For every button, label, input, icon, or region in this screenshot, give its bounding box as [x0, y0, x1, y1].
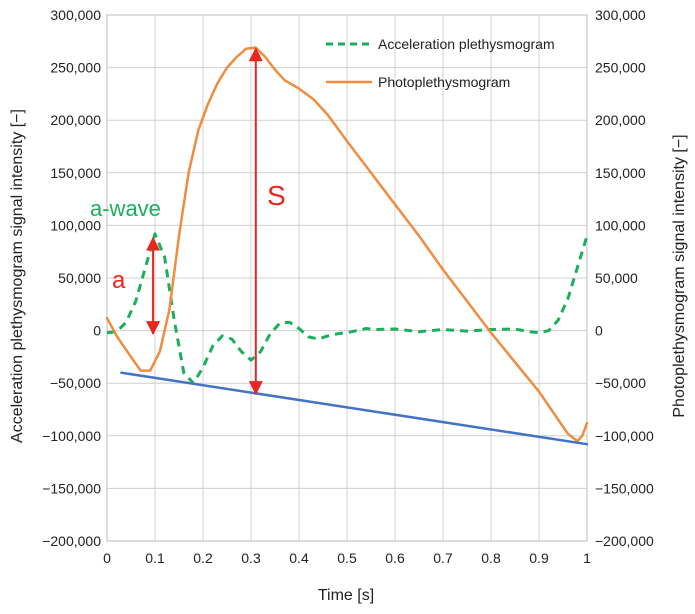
right-y-tick-label: 200,000: [595, 112, 646, 128]
left-y-tick-label: −200,000: [42, 533, 101, 549]
series-layer: [105, 46, 589, 446]
left-y-tick-label: 250,000: [50, 60, 101, 76]
right-y-tick-label: −200,000: [595, 533, 654, 549]
left-y-tick-label: 150,000: [50, 165, 101, 181]
x-tick-label: 0: [103, 550, 111, 566]
x-tick-label: 1: [583, 550, 591, 566]
x-tick-label: 0.2: [193, 550, 213, 566]
series-line-photoplethysmogram: [105, 46, 589, 443]
x-tick-label: 0.3: [241, 550, 261, 566]
legend-label-acceleration: Acceleration plethysmogram: [378, 36, 555, 52]
right-y-axis-ticks: 300,000 250,000 200,000 150,000 100,000 50,00…: [595, 7, 654, 549]
x-tick-label: 0.9: [529, 550, 549, 566]
x-axis-ticks: 0 0.1 0.2 0.3 0.4 0.5 0.6 0.7 0.8 0.9 1: [103, 550, 591, 566]
annotation-a: a: [112, 267, 126, 294]
left-y-axis-title: Acceleration plethysmogram signal intens…: [9, 109, 26, 443]
x-tick-label: 0.5: [337, 550, 357, 566]
x-tick-label: 0.6: [385, 550, 405, 566]
left-y-tick-label: 0: [93, 323, 101, 339]
annotation-s: S: [267, 180, 286, 211]
annotation-a-wave: a-wave: [90, 196, 161, 221]
right-y-tick-label: 50,000: [595, 270, 638, 286]
right-y-tick-label: 100,000: [595, 217, 646, 233]
left-y-tick-label: 100,000: [50, 217, 101, 233]
right-y-tick-label: 300,000: [595, 7, 646, 23]
series-line-baseline: [120, 371, 589, 446]
plot-border: [106, 14, 588, 542]
left-y-tick-label: 50,000: [58, 270, 101, 286]
left-y-tick-label: −50,000: [50, 375, 101, 391]
grid: [106, 14, 588, 542]
left-y-tick-label: −100,000: [42, 428, 101, 444]
legend: Acceleration plethysmogram Photoplethysm…: [326, 36, 555, 90]
arrows: [146, 47, 263, 396]
left-y-tick-label: −150,000: [42, 480, 101, 496]
x-tick-label: 0.7: [433, 550, 453, 566]
legend-label-photoplethysmogram: Photoplethysmogram: [378, 74, 510, 90]
left-y-tick-label: 200,000: [50, 112, 101, 128]
right-y-axis-title: Photoplethysmogram signal intensity [−]: [671, 134, 688, 417]
x-tick-label: 0.1: [145, 550, 165, 566]
x-tick-label: 0.8: [481, 550, 501, 566]
plot-area: [106, 14, 588, 542]
x-axis-title: Time [s]: [318, 587, 374, 604]
right-y-tick-label: 250,000: [595, 60, 646, 76]
right-y-tick-label: −150,000: [595, 480, 654, 496]
left-y-tick-label: 300,000: [50, 7, 101, 23]
right-y-tick-label: 150,000: [595, 165, 646, 181]
left-y-axis-ticks: 300,000 250,000 200,000 150,000 100,000 50,00…: [42, 7, 101, 549]
right-y-tick-label: 0: [595, 323, 603, 339]
right-y-tick-label: −50,000: [595, 375, 646, 391]
right-y-tick-label: −100,000: [595, 428, 654, 444]
series-line-acceleration-plethysmogram: [106, 232, 589, 385]
x-tick-label: 0.4: [289, 550, 309, 566]
